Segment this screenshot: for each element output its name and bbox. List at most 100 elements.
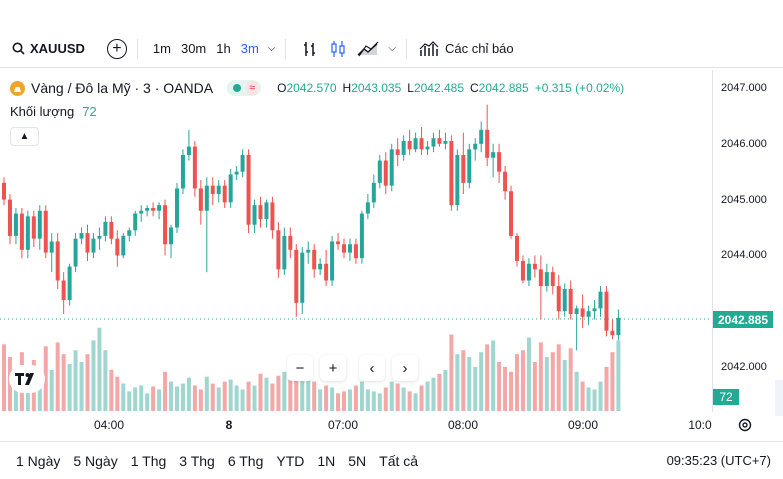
range-3-months[interactable]: 3 Thg <box>179 452 215 469</box>
volume-bar <box>228 379 233 411</box>
volume-bar <box>330 387 335 411</box>
volume-bar <box>568 348 573 411</box>
interval-1h[interactable]: 1h <box>216 41 231 56</box>
price-tick: 2047.000 <box>721 82 767 94</box>
range-all[interactable]: Tất cả <box>379 452 419 469</box>
clock[interactable]: 09:35:23 (UTC+7) <box>666 453 771 468</box>
scroll-right-icon[interactable]: › <box>392 355 418 381</box>
candle <box>467 143 472 189</box>
volume-bar <box>61 354 66 411</box>
interval-1m[interactable]: 1m <box>152 41 171 56</box>
volume-label[interactable]: Khối lượng <box>10 104 75 119</box>
candle <box>67 263 72 306</box>
candle <box>174 182 179 234</box>
candle <box>145 205 150 217</box>
chart-title[interactable]: Vàng / Đô la Mỹ · 3 · OANDA <box>31 80 214 96</box>
volume-bar <box>562 360 567 411</box>
volume-bar <box>353 385 358 411</box>
volume-bar <box>258 373 263 411</box>
volume-bar <box>246 381 251 411</box>
volume-bar <box>49 369 54 411</box>
zoom-out-icon[interactable]: − <box>287 355 313 381</box>
candlestick-chart[interactable] <box>0 70 783 440</box>
gear-icon[interactable] <box>737 417 753 438</box>
candle-style-icon[interactable] <box>329 40 347 58</box>
candle <box>294 244 299 317</box>
candle <box>544 263 549 292</box>
indicators-button[interactable]: Các chỉ báo <box>419 40 514 58</box>
candle <box>49 233 54 273</box>
scroll-left-icon[interactable]: ‹ <box>359 355 385 381</box>
chevron-down-icon[interactable]: ⌵ <box>267 43 276 54</box>
chevron-up-icon: ▲ <box>19 131 30 142</box>
volume-bar <box>186 377 191 411</box>
candle <box>592 300 597 320</box>
volume-bar <box>532 362 537 411</box>
range-6-months[interactable]: 6 Thg <box>227 452 264 469</box>
volume-bar <box>491 340 496 411</box>
interval-3m[interactable]: 3m <box>240 41 259 56</box>
symbol-search[interactable]: XAUUSD <box>12 41 85 56</box>
chart-navigation: − + ‹ › <box>287 355 425 381</box>
volume-bar <box>598 381 603 411</box>
volume-bar <box>43 346 48 411</box>
indicators-label: Các chỉ báo <box>444 41 514 56</box>
candle <box>443 132 448 150</box>
candle <box>258 196 263 228</box>
volume-bar <box>145 393 150 411</box>
volume-value: 72 <box>82 104 97 119</box>
range-5-years[interactable]: 5N <box>348 452 367 469</box>
range-1-year[interactable]: 1N <box>317 452 336 469</box>
candle <box>365 194 370 220</box>
volume-bar <box>151 386 156 411</box>
volume-bar <box>210 383 215 411</box>
range-1-day[interactable]: 1 Ngày <box>16 452 61 469</box>
high-label: H <box>342 81 352 95</box>
volume-bar <box>431 377 436 411</box>
collapse-legend-button[interactable]: ▲ <box>10 127 39 146</box>
scale-edge <box>775 380 783 416</box>
volume-bar <box>347 389 352 411</box>
volume-bar <box>467 357 472 411</box>
candle <box>276 221 281 278</box>
candle <box>192 141 197 197</box>
candle <box>503 166 508 200</box>
volume-legend: Khối lượng 72 <box>10 104 97 119</box>
volume-bar <box>300 367 305 411</box>
add-symbol-icon[interactable]: + <box>106 38 127 59</box>
volume-bar <box>514 354 519 411</box>
price-scale[interactable]: 2047.000 2046.000 2045.000 2044.000 2042.000 <box>712 70 783 412</box>
volume-bar <box>395 383 400 411</box>
candle <box>97 227 102 250</box>
volume-bar <box>115 376 120 411</box>
market-status-badge[interactable]: ≈ <box>227 80 262 96</box>
range-5-days[interactable]: 5 Ngày <box>73 452 118 469</box>
chevron-down-icon[interactable]: ⌵ <box>388 43 396 54</box>
indicators-icon <box>419 40 439 56</box>
candle <box>204 177 209 273</box>
candle <box>479 121 484 153</box>
range-1-month[interactable]: 1 Thg <box>130 452 167 469</box>
tradingview-logo[interactable] <box>9 365 45 393</box>
bar-style-icon[interactable] <box>301 40 319 58</box>
candle <box>449 135 454 211</box>
range-ytd[interactable]: YTD <box>276 452 305 469</box>
interval-30m[interactable]: 30m <box>180 41 207 56</box>
volume-bar <box>419 385 424 411</box>
volume-bar <box>371 391 376 411</box>
volume-bar <box>449 334 454 411</box>
volume-bar <box>556 344 561 411</box>
candle <box>306 241 311 264</box>
time-axis[interactable]: 04:00 8 07:00 08:00 09:00 10:0 <box>0 412 712 438</box>
volume-bar <box>276 375 281 411</box>
top-toolbar: XAUUSD + 1m 30m 1h 3m ⌵ ⌵ Các chỉ báo <box>0 30 783 68</box>
volume-bar <box>103 350 108 411</box>
candle <box>73 233 78 273</box>
candle <box>133 210 138 236</box>
zoom-in-icon[interactable]: + <box>320 355 346 381</box>
compare-icon[interactable] <box>357 40 379 58</box>
candle <box>425 141 430 155</box>
volume-bar <box>192 385 197 411</box>
high-value: 2043.035 <box>351 81 402 95</box>
candle <box>246 149 251 234</box>
